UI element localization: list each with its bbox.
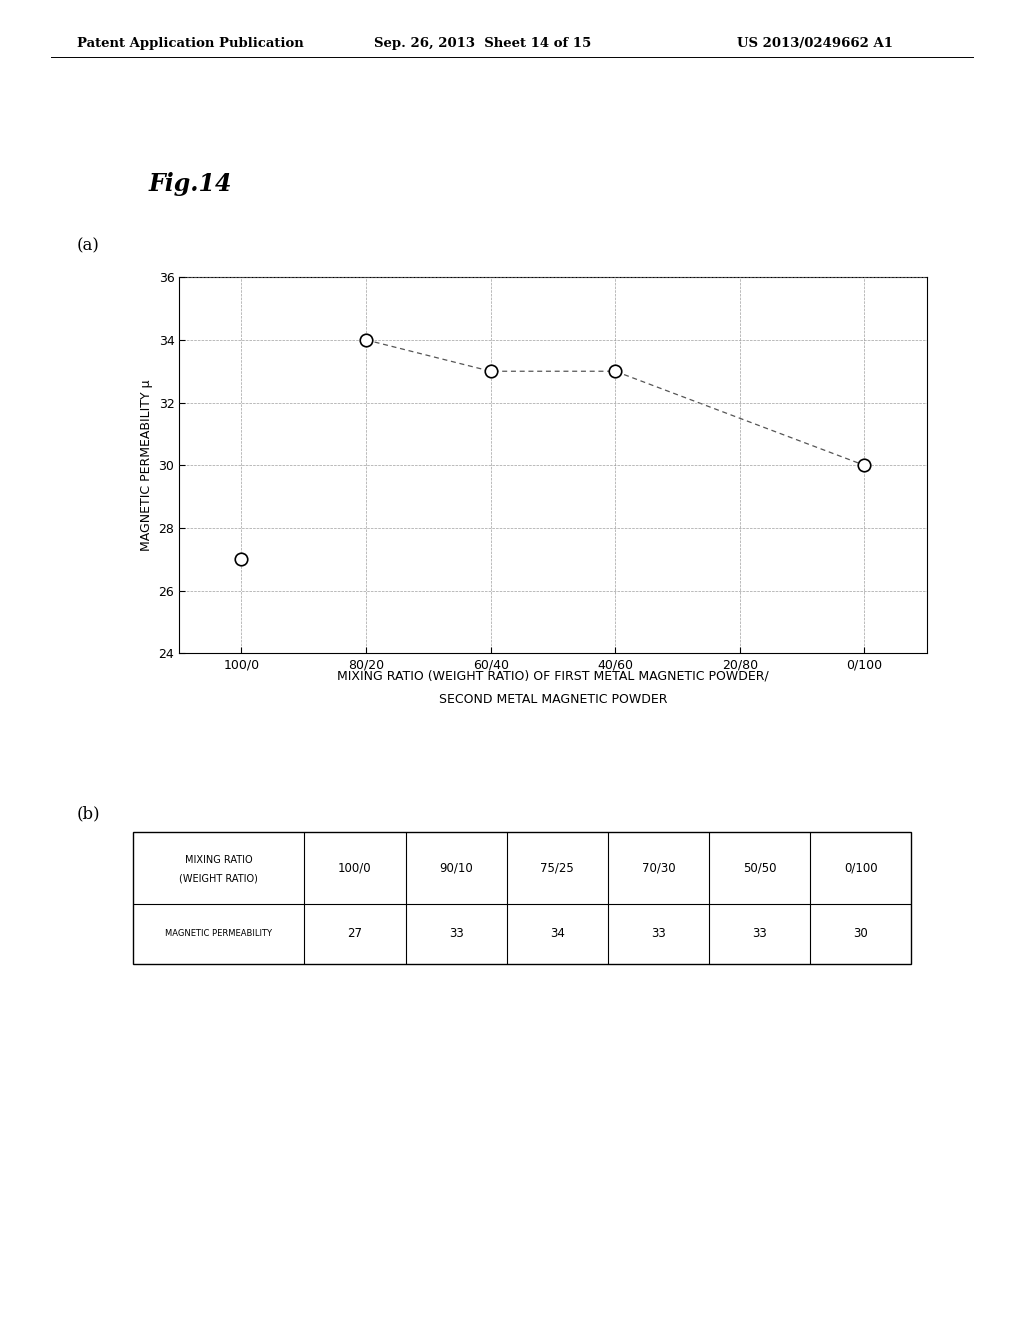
Text: 75/25: 75/25: [541, 862, 574, 874]
Text: 0/100: 0/100: [844, 862, 878, 874]
Text: (b): (b): [77, 805, 100, 822]
Text: Fig.14: Fig.14: [148, 172, 232, 195]
Text: 33: 33: [651, 928, 666, 940]
Text: MAGNETIC PERMEABILITY: MAGNETIC PERMEABILITY: [165, 929, 272, 939]
Text: 50/50: 50/50: [742, 862, 776, 874]
Text: 33: 33: [753, 928, 767, 940]
Text: MIXING RATIO: MIXING RATIO: [185, 855, 253, 865]
Y-axis label: MAGNETIC PERMEABILITY μ: MAGNETIC PERMEABILITY μ: [140, 380, 153, 550]
Text: (a): (a): [77, 238, 99, 255]
Text: US 2013/0249662 A1: US 2013/0249662 A1: [737, 37, 893, 50]
Text: 33: 33: [449, 928, 464, 940]
Text: (WEIGHT RATIO): (WEIGHT RATIO): [179, 874, 258, 883]
Text: 34: 34: [550, 928, 564, 940]
Text: 27: 27: [347, 928, 362, 940]
Text: SECOND METAL MAGNETIC POWDER: SECOND METAL MAGNETIC POWDER: [438, 693, 668, 706]
Text: Sep. 26, 2013  Sheet 14 of 15: Sep. 26, 2013 Sheet 14 of 15: [374, 37, 591, 50]
Text: 70/30: 70/30: [642, 862, 675, 874]
Text: 100/0: 100/0: [338, 862, 372, 874]
Text: Patent Application Publication: Patent Application Publication: [77, 37, 303, 50]
Text: 30: 30: [853, 928, 868, 940]
Text: 90/10: 90/10: [439, 862, 473, 874]
Text: MIXING RATIO (WEIGHT RATIO) OF FIRST METAL MAGNETIC POWDER/: MIXING RATIO (WEIGHT RATIO) OF FIRST MET…: [337, 669, 769, 682]
